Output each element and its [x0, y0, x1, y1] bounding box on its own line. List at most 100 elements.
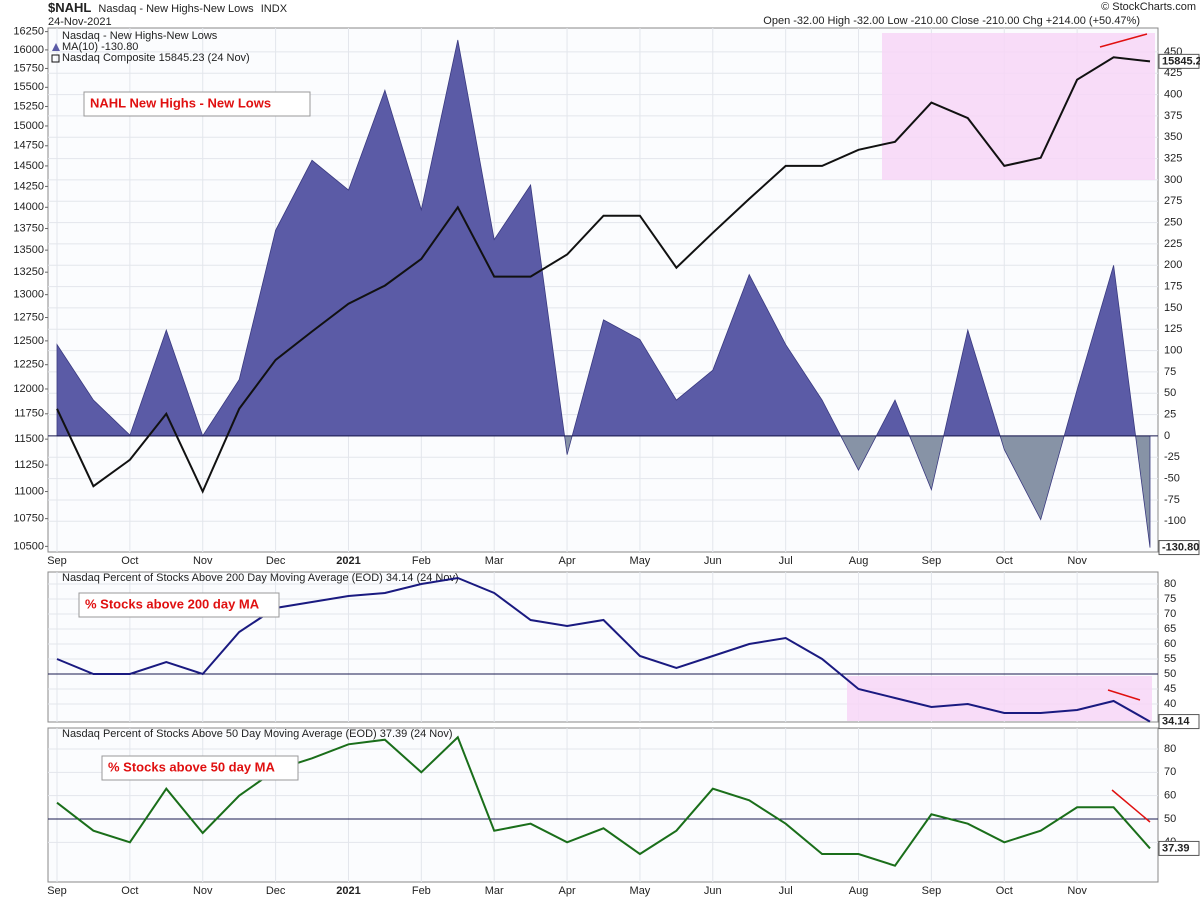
y-tick-label: 11000	[14, 485, 44, 497]
y-tick-label: 60	[1164, 790, 1176, 802]
y-tick-label: 200	[1164, 259, 1182, 271]
y-tick-label: 40	[1164, 698, 1176, 710]
y-tick-label: 100	[1164, 344, 1182, 356]
y-tick-label: 45	[1164, 683, 1176, 695]
y-tick-label: 12500	[13, 335, 44, 347]
y-tick-label: 175	[1164, 280, 1182, 292]
line	[56, 576, 1151, 723]
y-tick-label: 14500	[13, 160, 44, 172]
x-tick-label: Feb	[412, 885, 431, 897]
y-tick-label: 70	[1164, 766, 1176, 778]
annotation-box	[101, 755, 299, 781]
x-tick-label: Jul	[779, 885, 793, 897]
y-tick-label: 11250	[14, 459, 44, 471]
y-tick-label: 14750	[13, 140, 44, 152]
y-tick-label: 375	[1164, 110, 1182, 122]
x-tick-label: Nov	[193, 885, 213, 897]
x-tick-label: Apr	[559, 555, 576, 567]
y-tick-label: 70	[1164, 608, 1176, 620]
plot-data: Sep Oct Nov Dec 2021 Feb Mar Apr May Jun Jul Aug Sep…	[13, 26, 1200, 897]
x-tick-label: Aug	[849, 885, 869, 897]
annotation: NAHL New Highs - New Lows	[90, 95, 271, 110]
x-tick-label: Sep	[922, 555, 942, 567]
y-tick-label: 13250	[13, 266, 44, 278]
line	[56, 735, 1151, 867]
annotation-box	[83, 91, 311, 117]
y-tick-label: 15250	[13, 100, 44, 112]
x-tick-label: 2021	[336, 555, 360, 567]
y-tick-label: 80	[1164, 578, 1176, 590]
x-tick-label: Nov	[193, 555, 213, 567]
annotation: % Stocks above 200 day MA	[85, 596, 260, 611]
y-tick-label: 14250	[13, 180, 44, 192]
trend-line	[1111, 789, 1151, 823]
x-tick-label: Mar	[485, 885, 504, 897]
x-tick-label: Oct	[996, 555, 1013, 567]
panel-title: Nasdaq Percent of Stocks Above 200 Day M…	[62, 572, 459, 584]
x-tick-label: Jun	[704, 885, 722, 897]
y-tick-label: 16250	[13, 26, 44, 38]
x-tick-label: 2021	[336, 885, 360, 897]
x-tick-label: Jul	[779, 555, 793, 567]
y-tick-label: -75	[1164, 494, 1180, 506]
annotation-box	[78, 592, 280, 618]
line	[56, 56, 1151, 494]
y-tick-label: 13750	[13, 222, 44, 234]
chart-date: 24-Nov-2021	[48, 16, 112, 28]
y-tick-label: 125	[1164, 323, 1182, 335]
y-tick-label: 425	[1164, 67, 1182, 79]
chart-header: $NAHL Nasdaq - New Highs-New Lows INDX	[48, 0, 288, 15]
x-tick-label: May	[630, 885, 651, 897]
x-tick-label: Oct	[996, 885, 1013, 897]
value-label: 15845.2	[1162, 55, 1200, 67]
x-tick-label: Dec	[266, 885, 286, 897]
value-label-box	[1158, 840, 1200, 856]
symbol-name: Nasdaq - New Highs-New Lows	[98, 3, 254, 15]
y-tick-label: 12000	[13, 383, 44, 395]
annotation: % Stocks above 50 day MA	[108, 759, 276, 774]
value-label-box	[1158, 714, 1200, 730]
y-tick-label: 225	[1164, 238, 1182, 250]
value-label: -130.80	[1162, 541, 1199, 553]
y-tick-label: 60	[1164, 638, 1176, 650]
legend-title: Nasdaq - New Highs-New Lows	[62, 30, 218, 42]
y-tick-label: 50	[1164, 387, 1176, 399]
y-tick-label: 400	[1164, 88, 1182, 100]
x-tick-label: Aug	[849, 555, 869, 567]
y-tick-label: 12250	[13, 359, 44, 371]
y-tick-label: 15750	[13, 62, 44, 74]
highlight-box	[847, 676, 1152, 721]
value-label-box	[1158, 540, 1200, 556]
y-tick-label: 11750	[14, 408, 44, 420]
trend-line	[1107, 689, 1141, 701]
x-tick-label: Nov	[1067, 555, 1087, 567]
x-tick-label: Oct	[121, 555, 138, 567]
credit: © StockCharts.com	[1101, 1, 1196, 13]
x-tick-label: May	[630, 555, 651, 567]
annotations: NAHL New Highs - New Lows % Stocks above…	[78, 33, 1151, 823]
panel-frame	[47, 727, 1159, 883]
y-tick-label: 0	[1164, 430, 1170, 442]
value-label: 34.14	[1162, 715, 1190, 727]
x-tick-label: Apr	[559, 885, 576, 897]
y-tick-label: -100	[1164, 515, 1186, 527]
x-tick-label: Feb	[412, 555, 431, 567]
panel-title: Nasdaq Percent of Stocks Above 50 Day Mo…	[62, 728, 453, 740]
y-tick-label: 325	[1164, 152, 1182, 164]
y-tick-label: 250	[1164, 216, 1182, 228]
y-tick-label: 12750	[13, 311, 44, 323]
area-positive	[56, 39, 1151, 436]
y-tick-label: 50	[1164, 668, 1176, 680]
x-tick-label: Mar	[485, 555, 504, 567]
legend-entry: Nasdaq Composite 15845.23 (24 Nov)	[62, 52, 250, 64]
y-tick-label: -50	[1164, 473, 1180, 485]
highlight-box	[882, 33, 1155, 180]
y-tick-label: 150	[1164, 302, 1182, 314]
y-tick-label: 75	[1164, 593, 1176, 605]
x-tick-label: Oct	[121, 885, 138, 897]
y-tick-label: 15500	[13, 81, 44, 93]
area-negative	[56, 435, 1151, 548]
y-tick-label: 275	[1164, 195, 1182, 207]
x-tick-label: Sep	[922, 885, 942, 897]
